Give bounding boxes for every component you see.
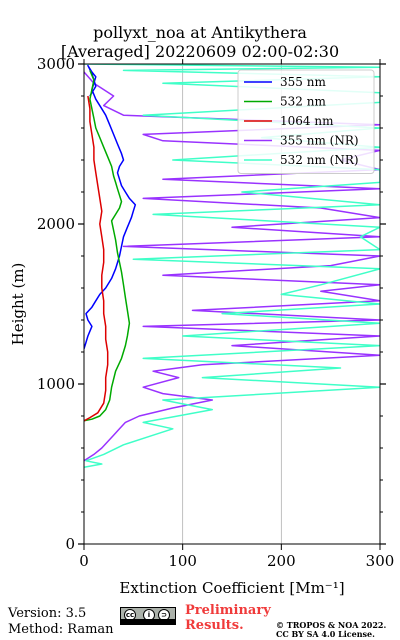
series-line-532-nm	[84, 70, 131, 422]
series-line-532-nm-nr	[84, 64, 380, 468]
legend-label: 532 nm	[280, 95, 326, 109]
copyright-line2: CC BY SA 4.0 License.	[276, 629, 375, 639]
copyright-line1: © TROPOS & NOA 2022.	[276, 620, 387, 630]
x-axis-label: Extinction Coefficient [Mm⁻¹]	[119, 579, 344, 597]
plot-frame	[83, 63, 381, 545]
y-tick-label: 0	[65, 535, 75, 553]
x-tick-label: 0	[79, 552, 89, 570]
x-tick-label: 100	[168, 552, 197, 570]
cc-by-sa-license-icon: cc i ⊃	[120, 607, 176, 625]
y-axis-label: Height (m)	[9, 263, 27, 346]
version-label: Version: 3.5	[8, 606, 87, 621]
chart-title-line1: pollyxt_noa at Antikythera	[93, 23, 307, 42]
legend-label: 355 nm (NR)	[280, 134, 359, 148]
x-tick-label: 200	[267, 552, 296, 570]
legend-label: 532 nm (NR)	[280, 153, 359, 167]
legend-label: 1064 nm	[280, 114, 334, 128]
y-tick-label: 2000	[37, 215, 75, 233]
method-label: Method: Raman	[8, 622, 114, 637]
preliminary-notice-line2: Results.	[185, 618, 244, 633]
legend-box	[237, 69, 375, 174]
preliminary-notice-line1: Preliminary	[185, 603, 271, 618]
series-line-1064-nm	[84, 95, 109, 422]
y-tick-label: 1000	[37, 375, 75, 393]
x-tick-label: 300	[366, 552, 395, 570]
y-tick-label: 3000	[37, 55, 75, 73]
chart-title-line2: [Averaged] 20220609 02:00-02:30	[60, 42, 340, 61]
series-line-355-nm	[84, 64, 137, 350]
legend-label: 355 nm	[280, 75, 326, 89]
